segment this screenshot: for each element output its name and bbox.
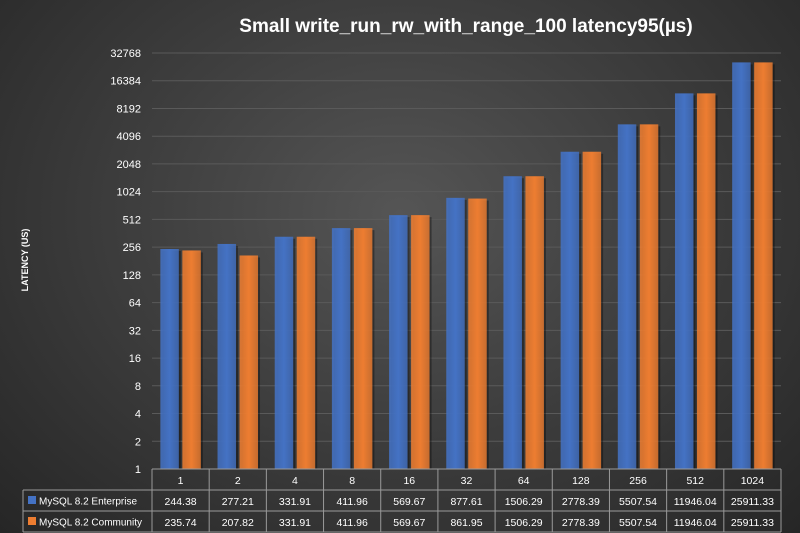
data-table-value: 877.61 xyxy=(450,496,482,508)
y-axis-label: LATENCY (US) xyxy=(20,229,30,292)
data-table-value: 25911.33 xyxy=(731,496,774,508)
bar-enterprise-16 xyxy=(389,215,408,469)
bar-enterprise-4 xyxy=(274,236,294,469)
x-category-label: 1024 xyxy=(741,475,765,487)
data-table-value: 861.95 xyxy=(450,517,482,529)
bar-community-128 xyxy=(582,151,602,469)
bar-community-32 xyxy=(468,198,487,469)
data-table-value: 1506.29 xyxy=(505,496,543,508)
data-table-value: 235.74 xyxy=(165,517,197,529)
y-axis-ticks: 1 2 4 8 16 32 64 128 256 512 1024 2048 4096 8192 16384… xyxy=(110,48,141,476)
y-tick-label: 32768 xyxy=(110,48,141,60)
y-tick-label: 8 xyxy=(135,381,141,393)
data-table-value: 5507.54 xyxy=(619,517,657,529)
x-category-label: 128 xyxy=(572,475,590,487)
data-table-value: 2778.39 xyxy=(562,517,600,529)
bar-enterprise-64 xyxy=(503,176,522,469)
data-table-value: 411.96 xyxy=(336,496,367,508)
data-table-value: 277.21 xyxy=(222,496,254,508)
data-table-value: 331.91 xyxy=(279,496,311,508)
legend-swatch xyxy=(28,517,36,525)
x-category-label: 4 xyxy=(292,475,298,487)
bar-enterprise-1024 xyxy=(732,62,751,470)
y-tick-label: 32 xyxy=(129,325,141,337)
bar-enterprise-128 xyxy=(560,151,580,469)
data-table-value: 2778.39 xyxy=(562,496,600,508)
y-tick-label: 1024 xyxy=(117,187,141,199)
bar-community-64 xyxy=(525,176,544,469)
data-table: 1 2 4 8 16 32 64 128 256 512 1024 MySQL 8.2 Enterpr… xyxy=(22,468,782,533)
bar-enterprise-512 xyxy=(674,93,694,470)
y-tick-label: 4 xyxy=(135,409,141,421)
data-table-value: 569.67 xyxy=(393,496,425,508)
data-table-value: 11946.04 xyxy=(674,496,717,508)
bar-community-1 xyxy=(182,250,201,469)
bar-community-16 xyxy=(411,215,430,469)
data-table-value: 5507.54 xyxy=(619,496,657,508)
y-tick-label: 512 xyxy=(123,214,141,226)
data-table-value: 569.67 xyxy=(393,517,425,529)
legend-series-name: MySQL 8.2 Enterprise xyxy=(39,497,137,508)
data-table-value: 207.82 xyxy=(222,517,254,529)
bar-community-512 xyxy=(696,93,716,470)
data-table-value: 1506.29 xyxy=(505,517,543,529)
y-tick-label: 64 xyxy=(129,298,141,310)
data-table-value: 25911.33 xyxy=(731,517,774,529)
legend-series-name: MySQL 8.2 Community xyxy=(39,518,142,529)
legend-swatch xyxy=(28,496,36,504)
data-table-value: 331.91 xyxy=(279,517,311,529)
bar-enterprise-1 xyxy=(160,248,179,469)
x-category-label: 64 xyxy=(518,475,530,487)
x-category-label: 2 xyxy=(235,475,241,487)
y-tick-label: 16384 xyxy=(110,76,141,88)
y-tick-label: 8192 xyxy=(117,103,141,115)
data-table-value: 11946.04 xyxy=(674,517,717,529)
bar-community-1024 xyxy=(754,62,773,470)
bar-community-4 xyxy=(296,236,316,469)
x-category-label: 512 xyxy=(686,475,704,487)
bar-community-256 xyxy=(639,124,659,469)
x-category-label: 256 xyxy=(629,475,647,487)
y-tick-label: 2048 xyxy=(117,159,141,171)
y-tick-label: 256 xyxy=(123,242,141,254)
chart-title: Small write_run_rw_with_range_100 latenc… xyxy=(239,16,692,37)
y-tick-label: 16 xyxy=(129,353,141,365)
bar-enterprise-2 xyxy=(217,243,237,469)
bar-enterprise-256 xyxy=(617,124,637,469)
x-category-label: 16 xyxy=(403,475,415,487)
y-tick-label: 1 xyxy=(135,464,141,476)
x-category-label: 1 xyxy=(178,475,184,487)
x-category-label: 8 xyxy=(349,475,355,487)
data-table-value: 411.96 xyxy=(336,517,367,529)
y-tick-label: 128 xyxy=(123,270,141,282)
y-tick-label: 4096 xyxy=(117,131,141,143)
data-table-value: 244.38 xyxy=(165,496,197,508)
bar-enterprise-32 xyxy=(446,197,465,469)
bar-community-8 xyxy=(353,228,373,469)
y-tick-label: 2 xyxy=(135,436,141,448)
bars xyxy=(160,62,775,470)
x-category-label: 32 xyxy=(461,475,473,487)
bar-enterprise-8 xyxy=(331,228,351,469)
bar-community-2 xyxy=(239,255,259,469)
